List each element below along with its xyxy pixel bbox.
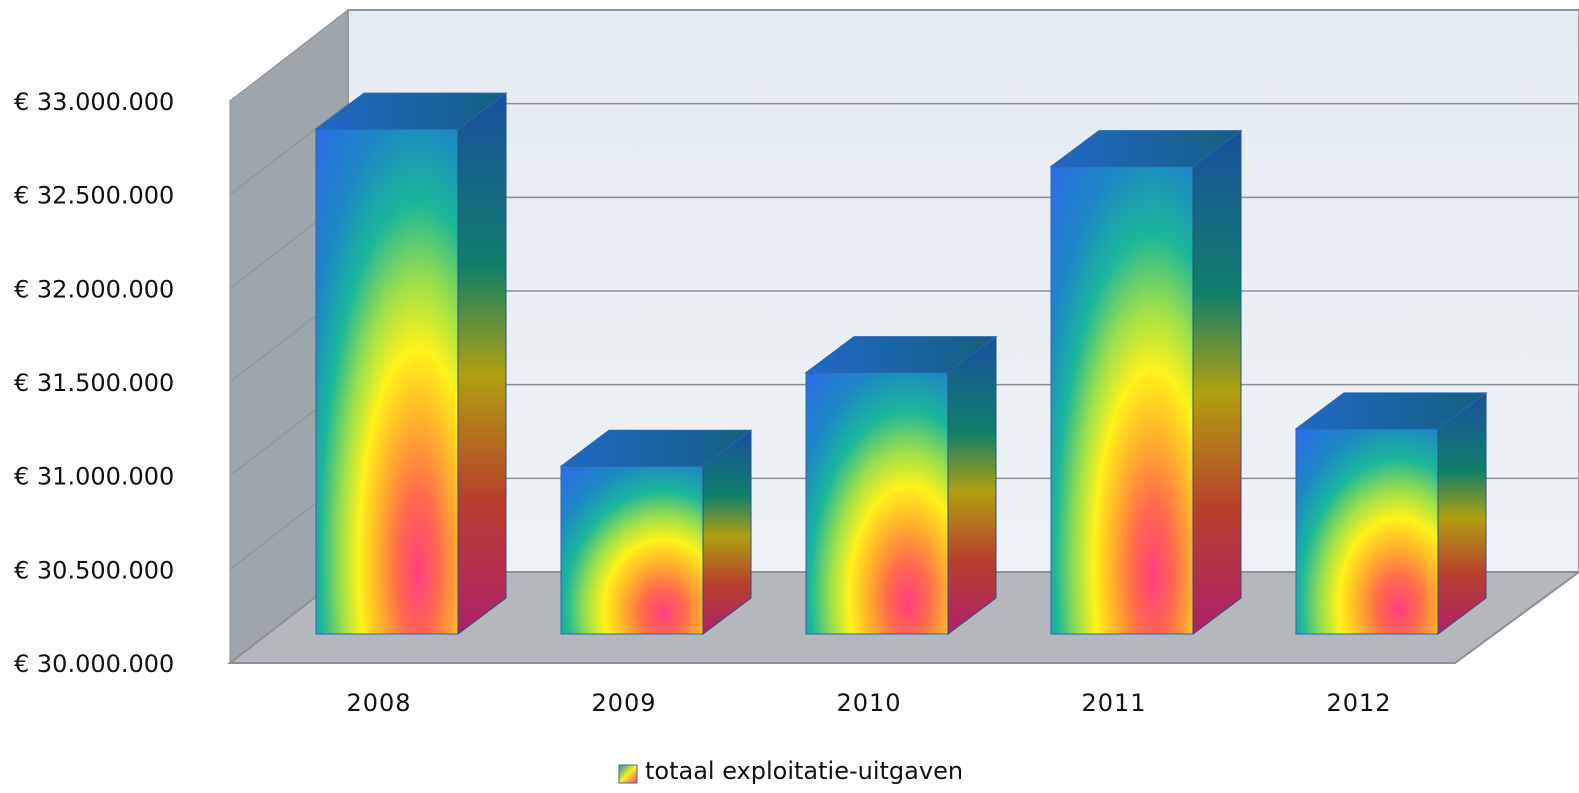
bar-front [315,128,459,635]
x-tick-label: 2009 [591,689,656,717]
bar-top [1049,130,1243,168]
bar-side [457,92,507,635]
bar-front [1295,428,1439,635]
y-tick-label: € 32.500.000 [14,182,174,210]
y-tick-label: € 30.500.000 [14,556,174,584]
bar-side [1192,129,1242,635]
legend: totaal exploitatie-uitgaven [618,757,963,785]
bar-top [804,336,998,374]
y-tick-label: € 30.000.000 [14,650,174,678]
bar-top [314,92,508,130]
bar-2010 [804,335,998,635]
x-tick-label: 2008 [346,689,411,717]
bar-front [1050,166,1194,635]
x-axis-tick-labels: 2008 2009 2010 2011 2012 [346,689,1391,717]
legend-swatch [618,764,638,784]
bars [314,92,1488,635]
bar-front [805,372,949,635]
y-axis-tick-labels: € 30.000.000 € 30.500.000 € 31.000.000 € 31… [14,88,174,678]
y-tick-label: € 33.000.000 [14,88,174,116]
y-tick-label: € 31.500.000 [14,369,174,397]
bar-top [559,429,753,467]
bar-2009 [559,429,753,635]
bar-front [560,465,704,635]
bar-2011 [1049,129,1243,635]
gridline-side [229,103,349,196]
bar-2008 [314,92,508,635]
x-tick-label: 2012 [1326,689,1391,717]
bar-side [947,335,997,635]
gridline-side [229,9,349,102]
x-tick-label: 2011 [1081,689,1146,717]
bar-2012 [1294,391,1488,635]
y-tick-label: € 31.000.000 [14,463,174,491]
bar-side [1437,391,1487,635]
y-tick-label: € 32.000.000 [14,275,174,303]
legend-label: totaal exploitatie-uitgaven [645,757,963,785]
x-tick-label: 2010 [836,689,901,717]
bar-top [1294,392,1488,430]
